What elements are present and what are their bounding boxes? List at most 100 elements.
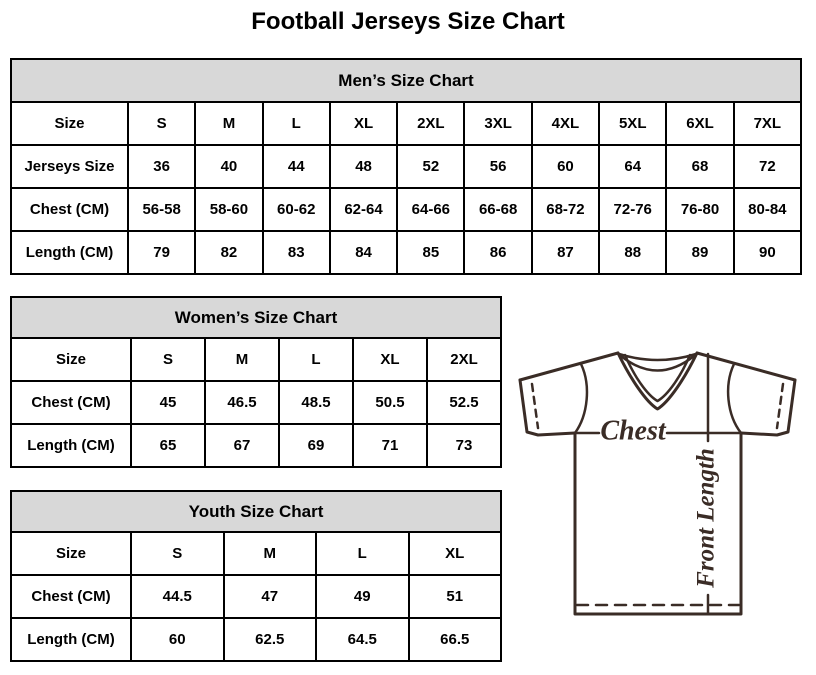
table-row: Length (CM) 65 67 69 71 73 [10,423,502,468]
data-cell: 64.5 [315,617,410,662]
column-header-cell: XL [407,531,502,576]
jersey-right-sleeve [739,378,797,437]
column-header-cell: M [204,337,280,382]
womens-size-table: Size S M L XL 2XL Chest (CM) 45 46.5 48.5 50.5 52.5… [10,337,502,468]
data-cell: 64-66 [396,187,466,232]
page-title: Football Jerseys Size Chart [251,8,565,35]
table-row: Jerseys Size 36 40 44 48 52 56 60 64 68 72 [10,144,803,189]
data-cell: 72 [732,144,803,189]
data-cell: 60 [530,144,601,189]
womens-size-chart-section: Women’s Size Chart Size S M L XL 2XL Chest (CM… [10,296,502,468]
data-cell: 80-84 [732,187,803,232]
data-cell: 56 [463,144,533,189]
data-cell: 72-76 [598,187,668,232]
chest-label: Chest [600,415,667,446]
jersey-collar-outer [616,351,699,411]
jersey-left-armhole-seam [573,362,589,435]
youth-size-chart-section: Youth Size Chart Size S M L XL Chest (CM) 44.5… [10,490,502,662]
row-label-cell: Length (CM) [10,617,132,662]
mens-size-chart-section: Men’s Size Chart Size S M L XL 2XL 3XL 4XL 5XL 6X… [10,58,803,275]
column-header-cell: 6XL [665,101,735,146]
data-cell: 86 [463,230,533,275]
jersey-collar-band-arc [619,354,696,372]
data-cell: 68-72 [530,187,601,232]
table-row: Chest (CM) 45 46.5 48.5 50.5 52.5 [10,380,502,425]
column-header-cell: S [126,101,197,146]
data-cell: 60-62 [261,187,331,232]
data-cell: 40 [194,144,264,189]
column-header-cell: 2XL [396,101,466,146]
data-cell: 67 [204,423,280,468]
column-header-cell: Size [10,101,129,146]
column-header-cell: L [315,531,410,576]
data-cell: 62-64 [328,187,399,232]
data-cell: 73 [426,423,502,468]
data-cell: 46.5 [204,380,280,425]
data-cell: 83 [261,230,331,275]
row-label-cell: Length (CM) [10,230,129,275]
data-cell: 69 [278,423,354,468]
jersey-right-armhole-seam [726,362,743,435]
mens-size-table: Size S M L XL 2XL 3XL 4XL 5XL 6XL 7XL Jerseys Size 3… [10,101,803,275]
data-cell: 62.5 [222,617,317,662]
table-row: Length (CM) 60 62.5 64.5 66.5 [10,617,502,662]
data-cell: 88 [598,230,668,275]
jersey-diagram-svg: Chest Front Length [518,351,797,616]
jersey-left-shoulder [518,351,620,382]
data-cell: 44.5 [130,574,225,619]
data-cell: 56-58 [126,187,197,232]
column-header-cell: 4XL [530,101,601,146]
row-label-cell: Chest (CM) [10,380,132,425]
data-cell: 48.5 [278,380,354,425]
jersey-body-outline [573,431,743,616]
jersey-right-shoulder [695,351,797,382]
data-cell: 66-68 [463,187,533,232]
table-row: Chest (CM) 56-58 58-60 60-62 62-64 64-66 66-68… [10,187,803,232]
data-cell: 52.5 [426,380,502,425]
column-header-cell: L [278,337,354,382]
data-cell: 44 [261,144,331,189]
table-row: Length (CM) 79 82 83 84 85 86 87 88 89 90 [10,230,803,275]
data-cell: 64 [598,144,668,189]
data-cell: 66.5 [407,617,502,662]
column-header-cell: 7XL [732,101,803,146]
jersey-right-cuff-dashed-line [775,382,785,430]
column-header-cell: XL [328,101,399,146]
column-header-cell: 5XL [598,101,668,146]
data-cell: 48 [328,144,399,189]
column-header-cell: S [130,337,206,382]
data-cell: 87 [530,230,601,275]
column-header-cell: M [222,531,317,576]
data-cell: 36 [126,144,197,189]
data-cell: 76-80 [665,187,735,232]
jersey-left-cuff-dashed-line [530,382,540,430]
youth-size-chart-title: Youth Size Chart [10,490,502,533]
data-cell: 52 [396,144,466,189]
data-cell: 58-60 [194,187,264,232]
data-cell: 79 [126,230,197,275]
data-cell: 49 [315,574,410,619]
front-length-label: Front Length [693,448,720,589]
data-cell: 71 [352,423,428,468]
column-header-cell: XL [352,337,428,382]
data-cell: 51 [407,574,502,619]
row-label-cell: Chest (CM) [10,187,129,232]
youth-size-table: Size S M L XL Chest (CM) 44.5 47 49 51 Length (CM)… [10,531,502,662]
jersey-measurement-diagram: Chest Front Length [514,333,816,643]
row-label-cell: Jerseys Size [10,144,129,189]
row-label-cell: Chest (CM) [10,574,132,619]
data-cell: 84 [328,230,399,275]
table-row: Size S M L XL 2XL [10,337,502,382]
jersey-collar-top-arc [617,352,698,362]
data-cell: 47 [222,574,317,619]
jersey-left-sleeve [518,378,577,437]
column-header-cell: 3XL [463,101,533,146]
table-row: Size S M L XL 2XL 3XL 4XL 5XL 6XL 7XL [10,101,803,146]
column-header-cell: 2XL [426,337,502,382]
column-header-cell: M [194,101,264,146]
data-cell: 65 [130,423,206,468]
mens-size-chart-title: Men’s Size Chart [10,58,802,103]
data-cell: 90 [732,230,803,275]
data-cell: 50.5 [352,380,428,425]
table-row: Chest (CM) 44.5 47 49 51 [10,574,502,619]
